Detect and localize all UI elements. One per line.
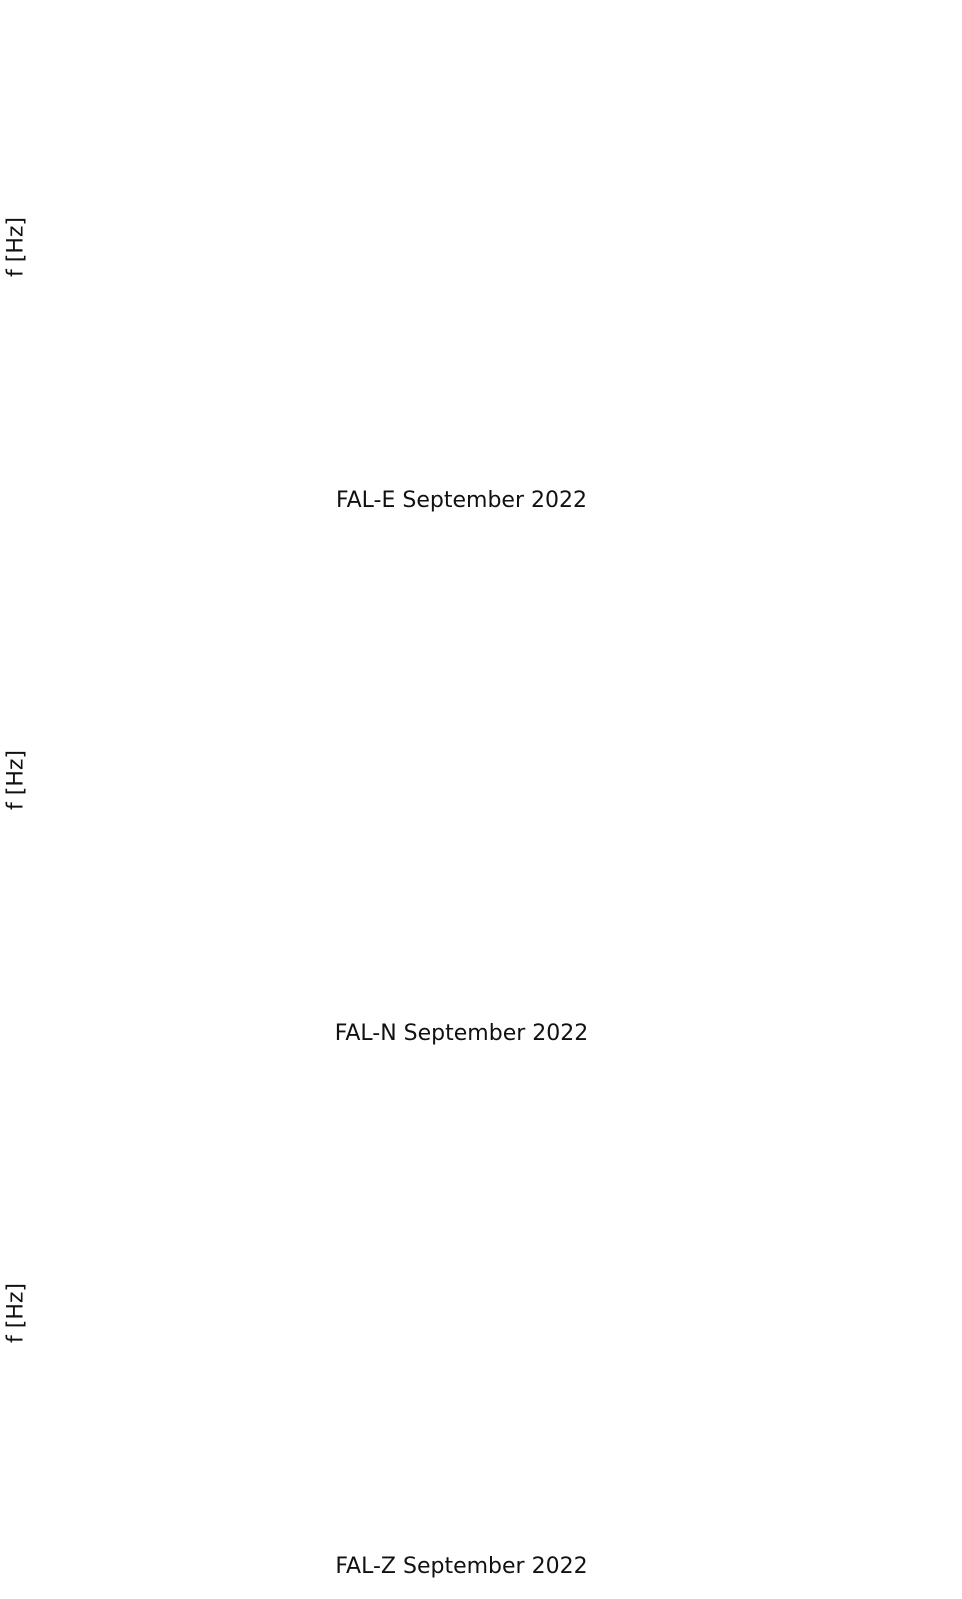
panel-fal-n: f [Hz] FAL-N September 2022 — [0, 533, 962, 1066]
x-axis-label: FAL-Z September 2022 — [335, 1554, 588, 1579]
x-axis-label: FAL-E September 2022 — [336, 488, 587, 513]
spectrogram-canvas — [88, 568, 835, 993]
x-axis-label: FAL-N September 2022 — [334, 1021, 589, 1046]
panel-fal-z: f [Hz] FAL-Z September 2022 — [0, 1066, 962, 1599]
colorbar-canvas — [848, 1101, 878, 1526]
y-axis-label: f [Hz] — [3, 750, 29, 811]
spectrogram-canvas — [88, 35, 835, 460]
panel-fal-e: f [Hz] FAL-E September 2022 — [0, 0, 962, 533]
colorbar-canvas — [848, 568, 878, 993]
spectrogram-canvas — [88, 1101, 835, 1526]
colorbar-canvas — [848, 35, 878, 460]
y-axis-label: f [Hz] — [3, 1283, 29, 1344]
y-axis-label: f [Hz] — [3, 217, 29, 278]
